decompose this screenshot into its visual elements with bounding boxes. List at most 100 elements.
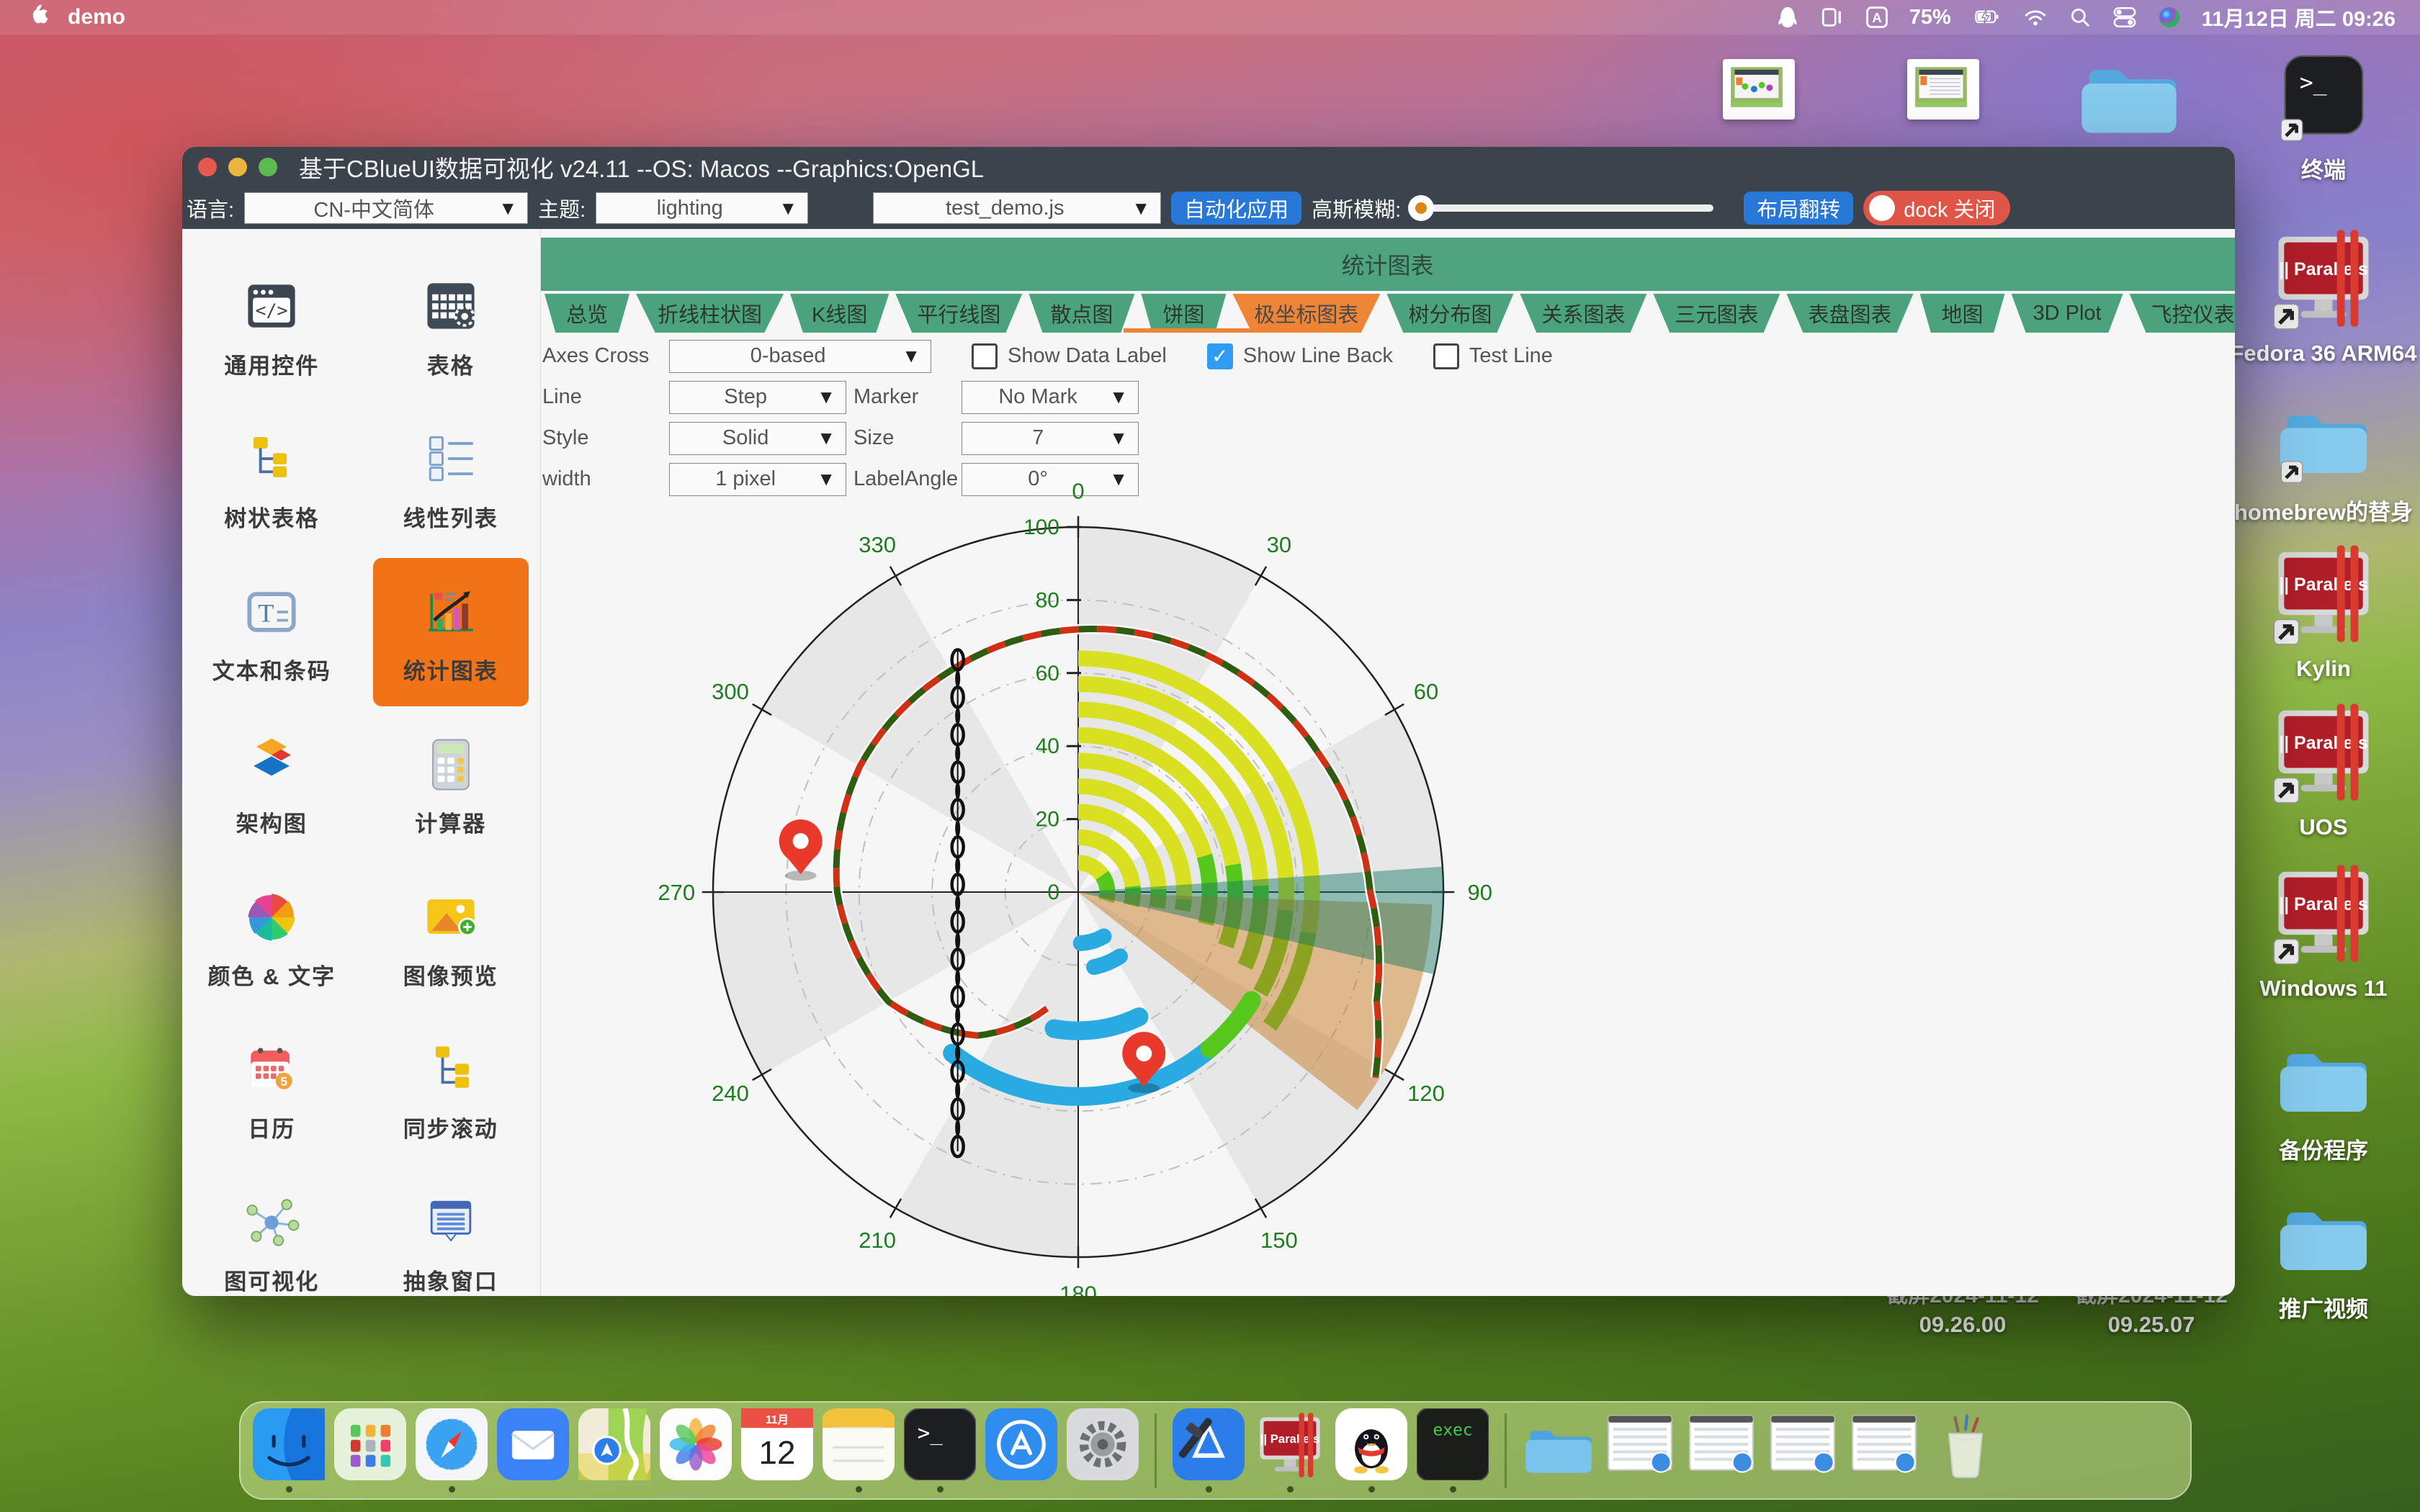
desktop-icon-6[interactable]: 备份程序 [2237,1031,2410,1165]
siri-icon[interactable] [2157,5,2182,30]
menu-bar-clock[interactable]: 11月12日 周二 09:26 [2201,8,2396,31]
dock-item-folder-stack[interactable] [1522,1408,1595,1493]
dock-item-safari[interactable] [415,1408,488,1493]
sidebar-item-general-widgets[interactable]: </> 通用控件 [182,251,362,403]
size-select[interactable]: 7 ▼ [962,421,1139,455]
dock-item-settings[interactable] [1066,1408,1139,1493]
sidebar-item-tree-table[interactable]: 树状表格 [182,403,362,556]
tab-表盘图表[interactable]: 表盘图表 [1786,294,1914,333]
stage-manager-icon[interactable] [1820,5,1845,30]
tab-平行线图[interactable]: 平行线图 [895,294,1023,333]
dock-item-mail[interactable] [496,1408,570,1493]
tab-总览[interactable]: 总览 [544,294,630,333]
checkbox-test-line[interactable]: Test Line [1433,343,1553,369]
zoom-button[interactable] [259,158,277,176]
style-select[interactable]: Solid ▼ [669,421,846,455]
desktop-icon-4[interactable]: || Parallels UOS [2237,697,2410,840]
input-source-icon[interactable]: A [1865,5,1889,30]
folder-icon [2277,1031,2370,1127]
sidebar-item-image-preview[interactable]: 图像预览 [362,861,541,1014]
svg-text:A: A [1872,10,1881,25]
sidebar-item-text-barcode[interactable]: T 文本和条码 [182,556,362,708]
minimize-button[interactable] [228,158,247,176]
dock-item-photos[interactable] [659,1408,732,1493]
control-center-icon[interactable] [2112,5,2137,30]
theme-select[interactable]: lighting ▼ [596,192,809,224]
slider-knob[interactable] [1408,195,1435,221]
sidebar-item-label: 计算器 [415,811,487,837]
dock-item-window-thumb[interactable] [1603,1408,1677,1493]
tab-关系图表[interactable]: 关系图表 [1520,294,1647,333]
sidebar-item-graph-vis[interactable]: 图可视化 [182,1166,362,1296]
dock-item-maps[interactable] [578,1407,651,1493]
language-select[interactable]: CN-中文简体 ▼ [244,192,529,224]
window-toolbar: 语言: CN-中文简体 ▼ 主题: lighting ▼ test_demo.js ▼… [182,187,2235,229]
desktop-icon-7[interactable]: 推广视频 [2237,1189,2410,1323]
tab-饼图[interactable]: 饼图 [1141,294,1227,333]
qq-penguin-icon[interactable] [1775,5,1800,30]
tab-飞控仪表[interactable]: 飞控仪表 [2129,294,2235,333]
sidebar-item-linear-list[interactable]: 线性列表 [362,403,541,556]
svg-text:120: 120 [1407,1081,1445,1106]
tab-树分布图[interactable]: 树分布图 [1386,294,1514,333]
dock-item-notes[interactable] [822,1408,895,1493]
tab-折线柱状图[interactable]: 折线柱状图 [636,294,784,333]
sidebar-item-sync-scroll[interactable]: 同步滚动 [362,1014,541,1166]
dock-item-exec[interactable]: exec [1415,1407,1490,1493]
screenshot-thumb-icon[interactable] [1723,59,1795,120]
desktop-icon-2[interactable]: homebrew的替身 [2234,392,2413,526]
axes-cross-select[interactable]: 0-based ▼ [669,339,931,373]
checkbox-show-data-label[interactable]: Show Data Label [972,343,1167,369]
sidebar-item-calendar[interactable]: 5 日历 [182,1014,362,1166]
labelangle-select[interactable]: 0° ▼ [962,462,1139,496]
desktop-icon-0[interactable]: >_ 终端 [2237,50,2410,184]
dock-item-window-thumb4[interactable] [1847,1408,1921,1493]
dock-item-calendar[interactable]: 11月 12 [740,1408,814,1493]
tab-K线图[interactable]: K线图 [790,294,889,333]
dock-item-xcode[interactable] [1172,1408,1245,1493]
svg-text:210: 210 [859,1228,896,1253]
width-select[interactable]: 1 pixel ▼ [669,462,846,496]
battery-icon[interactable] [1971,5,2003,30]
tab-极坐标图表[interactable]: 极坐标图表 [1232,294,1381,333]
auto-apply-button[interactable]: 自动化应用 [1171,192,1302,225]
close-button[interactable] [198,158,217,176]
sidebar-item-abstract-window[interactable]: 抽象窗口 [362,1166,541,1296]
tab-三元图表[interactable]: 三元图表 [1653,294,1780,333]
window-titlebar[interactable]: 基于CBlueUI数据可视化 v24.11 --OS: Macos --Grap… [182,147,2235,187]
dock-item-appstore[interactable] [985,1408,1058,1493]
desktop-icon-3[interactable]: || Parallels Kylin [2237,539,2410,682]
checkbox-show-line-back[interactable]: ✓ Show Line Back [1206,343,1393,369]
dock-item-window-thumb2[interactable] [1685,1408,1758,1493]
dock-item-finder[interactable] [252,1408,326,1493]
gaussian-blur-slider[interactable] [1408,195,1714,221]
desktop-icon-5[interactable]: || Parallels Windows 11 [2237,858,2410,1002]
desktop-icon-1[interactable]: || Parallels Fedora 36 ARM64 [2231,223,2417,366]
sidebar-item-calculator[interactable]: 计算器 [362,708,541,861]
tab-地图[interactable]: 地图 [1919,294,2005,333]
sidebar-item-stats-charts[interactable]: 统计图表 [362,556,541,708]
apple-menu-icon[interactable] [24,1,49,34]
dock-item-terminal[interactable]: >_ [902,1407,977,1493]
spotlight-icon[interactable] [2068,5,2092,30]
dock-item-qq[interactable] [1335,1408,1408,1493]
sidebar-item-color-text[interactable]: 颜色 & 文字 [182,861,362,1014]
tab-散点图[interactable]: 散点图 [1028,294,1135,333]
wifi-icon[interactable] [2023,5,2048,30]
dock-item-window-thumb3[interactable] [1766,1408,1839,1493]
screenshot-thumb2-icon[interactable] [1907,59,1979,120]
line-select[interactable]: Step ▼ [669,380,846,414]
svg-text:20: 20 [1036,808,1059,832]
sidebar-item-tables[interactable]: 表格 [362,251,541,403]
svg-text:180: 180 [1059,1282,1097,1296]
sidebar-item-arch-diagram[interactable]: 架构图 [182,708,362,861]
desktop-folder-icon[interactable] [2079,45,2179,149]
tab-3D Plot[interactable]: 3D Plot [2011,294,2123,333]
dock-item-trash[interactable] [1929,1408,2002,1493]
layout-flip-button[interactable]: 布局翻转 [1744,192,1854,225]
dock-item-launchpad[interactable] [333,1408,407,1493]
dock-item-parallels[interactable]: || Parallels [1253,1408,1327,1493]
script-select[interactable]: test_demo.js ▼ [873,192,1162,224]
marker-select[interactable]: No Mark ▼ [962,380,1139,414]
dock-toggle[interactable]: dock 关闭 [1863,191,2010,225]
